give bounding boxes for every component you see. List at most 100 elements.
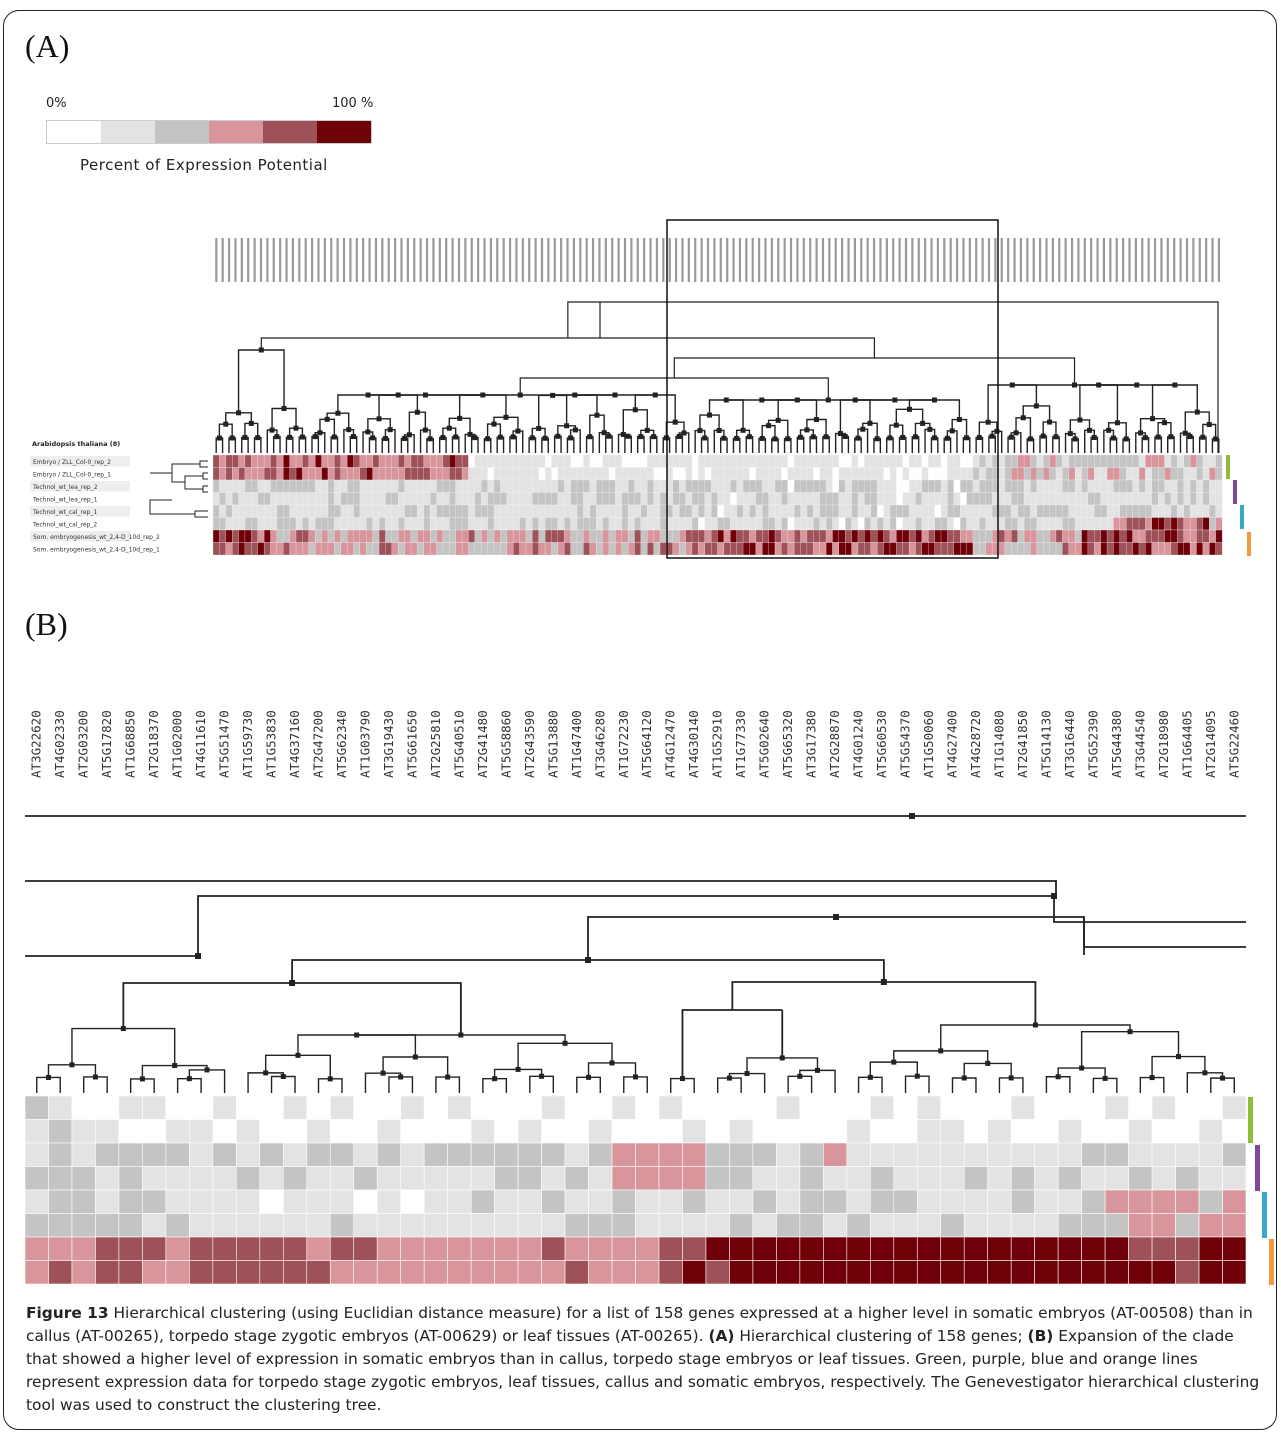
- heatmap-cell: [346, 492, 354, 506]
- heatmap-cell: [447, 1166, 472, 1191]
- heatmap-cell: [1177, 542, 1185, 556]
- gene-label-mark: [860, 238, 863, 282]
- gene-label-mark: [387, 238, 390, 282]
- heatmap-cell: [698, 504, 706, 518]
- dendrogram-node: [632, 407, 638, 413]
- dendrogram-branch: [378, 394, 419, 419]
- heatmap-cell: [1074, 542, 1082, 556]
- gene-label-mark: [413, 238, 416, 282]
- heatmap-cell: [461, 492, 469, 506]
- heatmap-cell: [404, 517, 412, 531]
- heatmap-cell: [658, 1213, 683, 1238]
- heatmap-cell: [934, 454, 942, 468]
- heatmap-cell: [846, 1142, 871, 1167]
- heatmap-cell: [768, 467, 776, 481]
- gene-label-mark: [489, 238, 492, 282]
- heatmap-cell: [468, 467, 476, 481]
- heatmap-cell: [410, 467, 418, 481]
- gene-label-mark: [1128, 238, 1131, 282]
- heatmap-cell: [934, 542, 942, 556]
- heatmap-cell: [329, 1166, 355, 1191]
- heatmap-cell: [799, 1095, 824, 1120]
- heatmap-cell: [385, 517, 393, 531]
- heatmap-cell: [244, 454, 252, 468]
- heatmap-cell: [1183, 542, 1191, 556]
- heatmap-cell: [883, 467, 891, 481]
- heatmap-cell: [334, 467, 342, 481]
- heatmap-cell: [1196, 454, 1204, 468]
- heatmap-cell: [883, 529, 891, 543]
- gene-label-mark: [745, 238, 748, 282]
- heatmap-cell: [806, 492, 814, 506]
- heatmap-cell: [1145, 479, 1153, 493]
- dendrogram-node: [638, 434, 644, 440]
- gene-label: AT3G22620: [29, 710, 44, 778]
- heatmap-cell: [589, 454, 597, 468]
- heatmap-cell: [1202, 504, 1210, 518]
- heatmap-cell: [1057, 1119, 1082, 1144]
- heatmap-cell: [378, 479, 386, 493]
- heatmap-cell: [682, 1260, 707, 1285]
- heatmap-cell: [893, 1095, 918, 1120]
- heatmap-cell: [24, 1119, 49, 1144]
- heatmap-cell: [1119, 542, 1127, 556]
- heatmap-cell: [189, 1213, 214, 1238]
- heatmap-cell: [621, 517, 629, 531]
- heatmap-cell: [806, 454, 814, 468]
- heatmap-cell: [219, 542, 227, 556]
- heatmap-cell: [963, 1166, 989, 1191]
- heatmap-cell: [1023, 467, 1031, 481]
- heatmap-cell: [979, 454, 987, 468]
- heatmap-cell: [838, 529, 846, 543]
- heatmap-cell: [742, 479, 750, 493]
- highlight-box: [666, 219, 999, 559]
- heatmap-cell: [232, 542, 239, 556]
- heatmap-cell: [455, 454, 463, 468]
- heatmap-cell: [378, 454, 386, 468]
- heatmap-cell: [244, 504, 252, 518]
- heatmap-cell: [940, 542, 948, 556]
- heatmap-cell: [429, 492, 437, 506]
- heatmap-cell: [417, 504, 425, 518]
- group-color-bar: [1255, 1145, 1260, 1191]
- heatmap-cell: [908, 479, 916, 493]
- heatmap-cell: [1036, 542, 1044, 556]
- heatmap-cell: [627, 492, 635, 506]
- heatmap-cell: [857, 529, 865, 543]
- heatmap-cell: [327, 504, 335, 518]
- heatmap-cell: [823, 1260, 848, 1285]
- heatmap-cell: [602, 492, 610, 506]
- heatmap-cell: [940, 1189, 965, 1214]
- heatmap-cell: [928, 492, 936, 506]
- heatmap-cell: [704, 492, 712, 506]
- heatmap-cell: [302, 492, 310, 506]
- heatmap-cell: [251, 454, 259, 468]
- heatmap-cell: [902, 529, 910, 543]
- dendrogram-branch: [1103, 429, 1115, 453]
- gene-label-mark: [987, 238, 991, 282]
- heatmap-cell: [259, 1189, 284, 1214]
- heatmap-cell: [947, 529, 955, 543]
- heatmap-cell: [423, 529, 431, 543]
- heatmap-cell: [1057, 1095, 1082, 1120]
- heatmap-cell: [1074, 504, 1082, 518]
- gene-label-mark: [623, 238, 627, 282]
- heatmap-cell: [966, 542, 974, 556]
- heatmap-cell: [1196, 492, 1204, 506]
- heatmap-cell: [985, 504, 993, 518]
- heatmap-cell: [940, 492, 948, 506]
- heatmap-cell: [1189, 467, 1197, 481]
- heatmap-cell: [236, 1236, 261, 1261]
- heatmap-cell: [705, 1142, 730, 1167]
- heatmap-cell: [532, 479, 540, 493]
- heatmap-cell: [391, 542, 399, 556]
- heatmap-cell: [813, 454, 821, 468]
- heatmap-cell: [979, 479, 987, 493]
- heatmap-cell: [461, 517, 469, 531]
- heatmap-cell: [378, 504, 386, 518]
- heatmap-cell: [1087, 504, 1095, 518]
- dendrogram-node: [317, 430, 323, 436]
- heatmap-cell: [979, 517, 987, 531]
- heatmap-cell: [1132, 504, 1140, 518]
- gene-label-mark: [758, 238, 761, 282]
